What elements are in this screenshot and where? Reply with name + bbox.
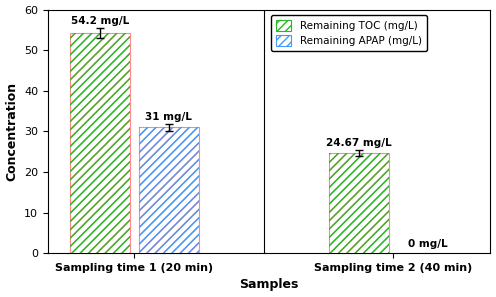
X-axis label: Samples: Samples xyxy=(240,279,299,291)
Text: 24.67 mg/L: 24.67 mg/L xyxy=(326,138,391,148)
Legend: Remaining TOC (mg/L), Remaining APAP (mg/L): Remaining TOC (mg/L), Remaining APAP (mg… xyxy=(271,15,427,51)
Bar xyxy=(69,33,130,253)
Bar xyxy=(328,153,389,253)
Bar xyxy=(328,153,389,253)
Y-axis label: Concentration: Concentration xyxy=(5,82,18,181)
Text: 54.2 mg/L: 54.2 mg/L xyxy=(70,16,129,26)
Bar xyxy=(138,127,199,253)
Text: 31 mg/L: 31 mg/L xyxy=(145,112,192,122)
Bar xyxy=(138,127,199,253)
Text: 0 mg/L: 0 mg/L xyxy=(408,239,448,249)
Bar xyxy=(69,33,130,253)
